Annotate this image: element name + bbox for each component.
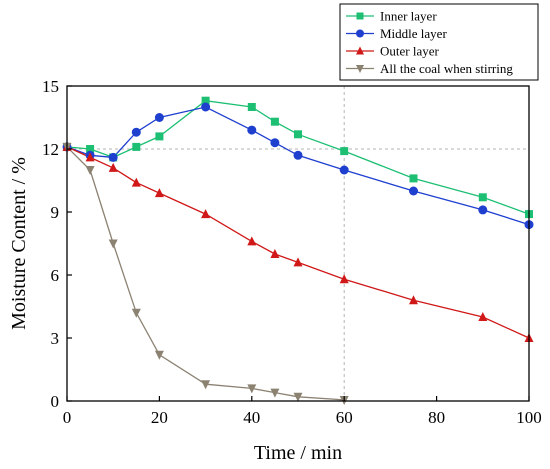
data-point (155, 132, 164, 141)
data-point (201, 380, 211, 390)
data-point (409, 295, 418, 305)
data-point (154, 188, 164, 198)
legend-swatch-marker (356, 46, 364, 55)
y-tick-label: 6 (51, 266, 60, 285)
data-point (270, 117, 279, 126)
y-axis-title: Moisture Content / % (8, 157, 30, 330)
data-point (86, 145, 95, 153)
legend-swatch-marker (356, 65, 364, 73)
data-point (478, 312, 488, 321)
x-tick-label: 20 (151, 408, 168, 427)
data-point (201, 102, 211, 112)
data-point (247, 384, 257, 394)
data-point (339, 165, 349, 175)
data-point (478, 205, 488, 215)
x-tick-label: 60 (336, 408, 353, 427)
data-point (293, 257, 303, 267)
series-line (66, 146, 345, 401)
data-point (293, 392, 303, 402)
legend-swatch-marker (356, 29, 364, 38)
data-point (85, 166, 95, 175)
plot-frame (66, 85, 530, 402)
data-point (478, 193, 487, 202)
data-point (154, 113, 164, 122)
y-tick-label: 3 (51, 329, 60, 348)
data-point (131, 177, 141, 187)
series-markers (62, 96, 534, 405)
y-tick-label: 9 (51, 203, 60, 222)
data-point (340, 147, 349, 156)
x-tick-label: 80 (428, 408, 445, 427)
data-point (409, 174, 418, 183)
x-tick-label: 0 (63, 408, 72, 427)
axis-ticks: 0 20 40 60 80 100 0 3 6 9 12 15 (42, 77, 542, 427)
data-point (270, 138, 280, 148)
x-tick-label: 40 (243, 408, 260, 427)
data-point (154, 350, 164, 360)
data-point (339, 274, 349, 284)
data-point (247, 236, 257, 246)
legend-swatch-marker (356, 12, 364, 20)
legend-label: Inner layer (380, 9, 437, 24)
data-point (293, 150, 303, 160)
data-point (85, 152, 95, 162)
data-point (108, 162, 118, 172)
data-point (131, 308, 141, 318)
x-tick-label: 100 (516, 408, 542, 427)
data-point (270, 388, 280, 398)
grid-lines (67, 86, 529, 401)
legend: Inner layer Middle layer Outer layer All th… (339, 3, 539, 81)
data-point (132, 142, 141, 151)
legend-label: All the coal when stirring (380, 61, 513, 76)
data-point (201, 209, 211, 219)
data-point (108, 152, 118, 162)
y-tick-label: 12 (42, 140, 59, 159)
y-tick-label: 0 (51, 392, 60, 411)
data-point (294, 130, 302, 139)
data-point (131, 127, 141, 137)
legend-box (339, 3, 539, 81)
data-point (270, 249, 280, 258)
data-point (247, 125, 257, 135)
legend-label: Middle layer (380, 26, 447, 41)
y-tick-label: 15 (42, 77, 59, 96)
data-point (108, 239, 118, 249)
x-axis-title: Time / min (254, 442, 342, 464)
legend-label: Outer layer (380, 44, 440, 59)
data-point (201, 96, 210, 105)
series-line (66, 106, 530, 226)
data-point (247, 103, 256, 111)
data-point (409, 186, 418, 196)
